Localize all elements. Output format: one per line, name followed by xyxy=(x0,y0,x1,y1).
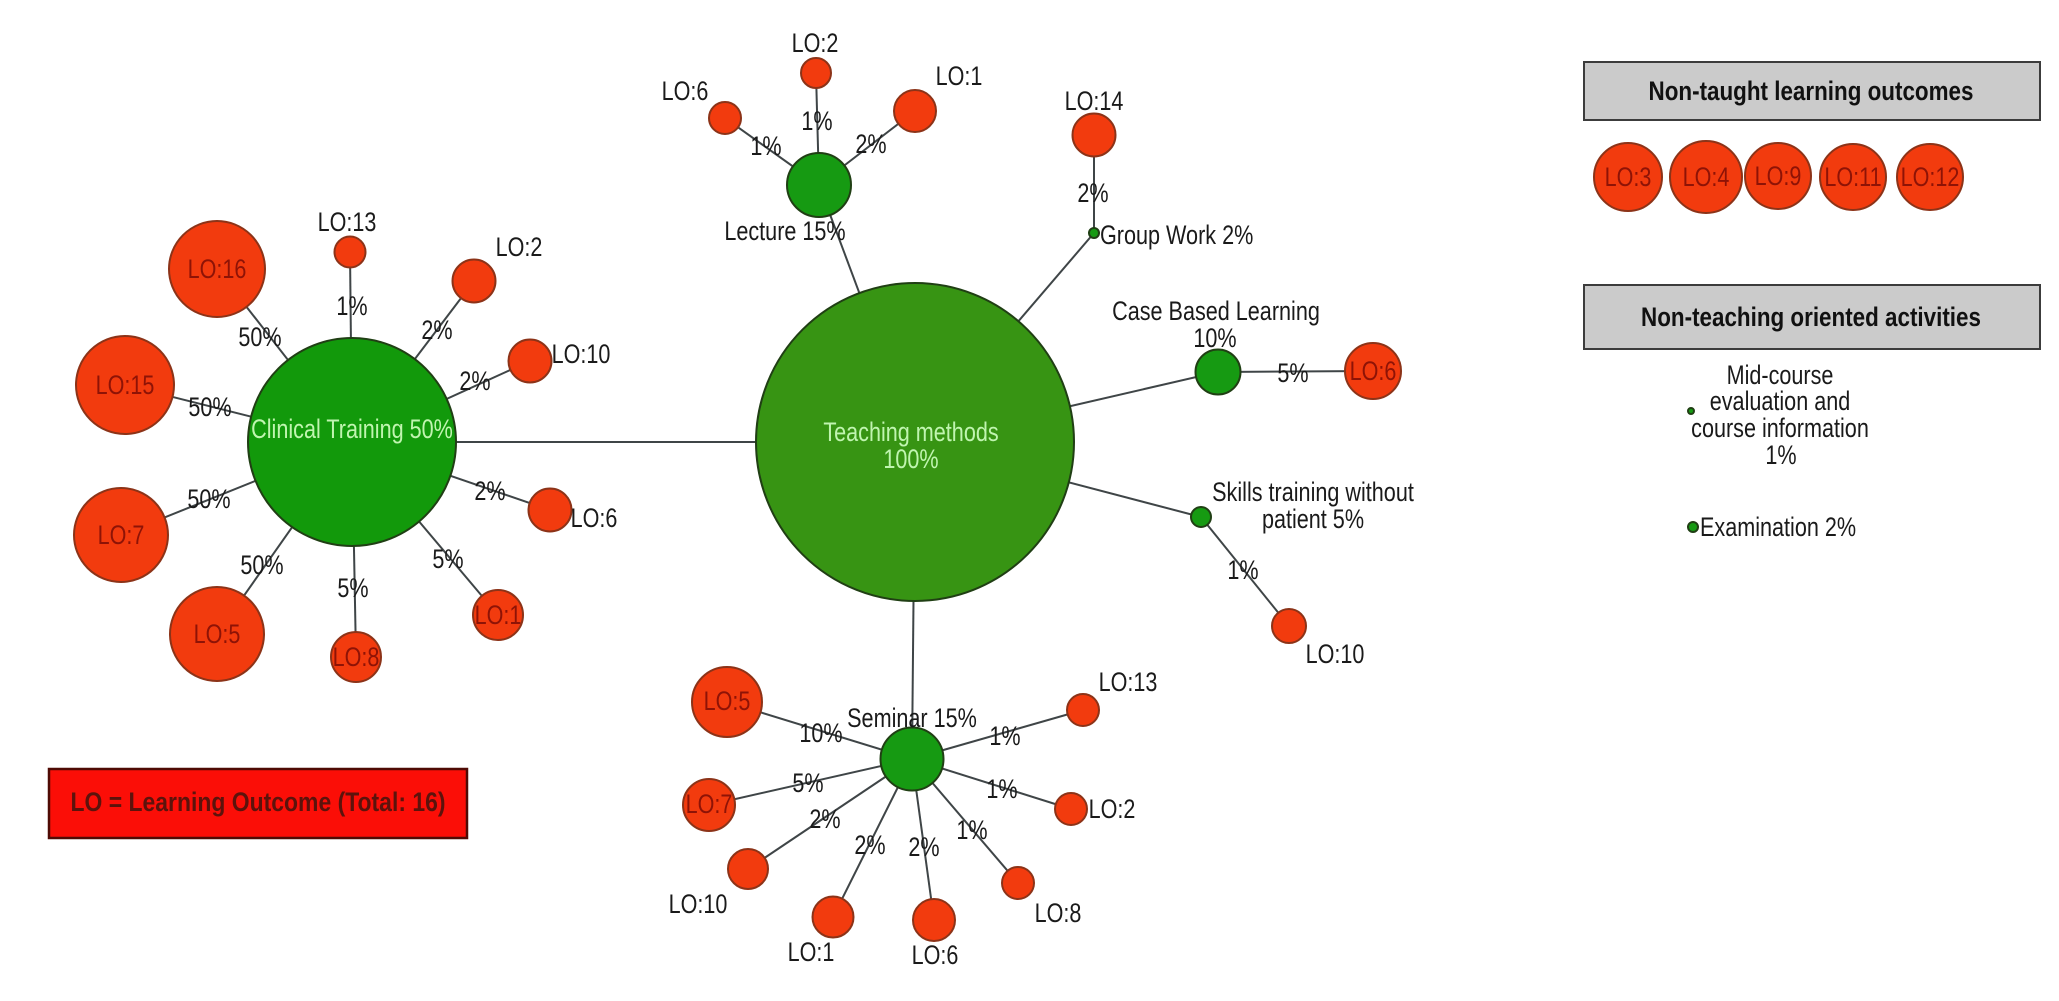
svg-text:Case Based Learning: Case Based Learning xyxy=(1112,296,1320,326)
svg-text:5%: 5% xyxy=(1277,358,1308,388)
svg-text:50%: 50% xyxy=(187,484,230,514)
svg-text:2%: 2% xyxy=(809,804,840,834)
svg-text:LO:16: LO:16 xyxy=(188,254,247,284)
svg-text:2%: 2% xyxy=(854,830,885,860)
svg-text:LO:4: LO:4 xyxy=(1683,162,1730,192)
svg-text:Examination 2%: Examination 2% xyxy=(1700,512,1856,542)
svg-text:LO:2: LO:2 xyxy=(496,232,543,262)
svg-text:LO:11: LO:11 xyxy=(1824,162,1881,192)
svg-text:LO:15: LO:15 xyxy=(96,370,155,400)
svg-text:LO:6: LO:6 xyxy=(662,76,709,106)
svg-text:Teaching methods: Teaching methods xyxy=(823,417,998,447)
svg-text:5%: 5% xyxy=(792,768,823,798)
svg-text:LO:3: LO:3 xyxy=(1605,162,1652,192)
svg-text:LO:7: LO:7 xyxy=(686,789,733,819)
svg-text:LO:13: LO:13 xyxy=(318,207,377,237)
svg-text:Non-teaching oriented activiti: Non-teaching oriented activities xyxy=(1641,302,1981,332)
svg-text:LO:6: LO:6 xyxy=(1350,356,1397,386)
svg-text:LO:14: LO:14 xyxy=(1065,86,1124,116)
svg-text:1%: 1% xyxy=(336,291,367,321)
svg-text:evaluation and: evaluation and xyxy=(1710,386,1851,416)
svg-text:LO = Learning Outcome (Total:: LO = Learning Outcome (Total: 16) xyxy=(71,787,446,817)
svg-text:LO:5: LO:5 xyxy=(194,619,241,649)
svg-text:2%: 2% xyxy=(1077,178,1108,208)
svg-text:10%: 10% xyxy=(799,718,842,748)
svg-text:patient 5%: patient 5% xyxy=(1262,504,1364,534)
svg-text:2%: 2% xyxy=(459,366,490,396)
svg-text:LO:2: LO:2 xyxy=(792,28,839,58)
svg-text:course information: course information xyxy=(1691,413,1869,443)
svg-text:5%: 5% xyxy=(432,544,463,574)
svg-text:LO:2: LO:2 xyxy=(1089,794,1136,824)
svg-text:LO:10: LO:10 xyxy=(552,339,611,369)
svg-text:50%: 50% xyxy=(240,550,283,580)
svg-text:5%: 5% xyxy=(337,573,368,603)
svg-text:LO:6: LO:6 xyxy=(912,940,959,970)
svg-text:Skills training without: Skills training without xyxy=(1212,477,1414,507)
svg-text:1%: 1% xyxy=(750,131,781,161)
svg-text:LO:10: LO:10 xyxy=(1306,639,1365,669)
svg-text:LO:8: LO:8 xyxy=(333,642,380,672)
svg-text:2%: 2% xyxy=(421,315,452,345)
svg-text:LO:6: LO:6 xyxy=(571,503,618,533)
svg-text:Non-taught learning outcomes: Non-taught learning outcomes xyxy=(1649,76,1974,106)
svg-text:1%: 1% xyxy=(1765,440,1796,470)
svg-text:1%: 1% xyxy=(989,721,1020,751)
svg-text:Group Work 2%: Group Work 2% xyxy=(1100,220,1253,250)
svg-text:LO:1: LO:1 xyxy=(936,61,983,91)
svg-text:Lecture 15%: Lecture 15% xyxy=(724,216,845,246)
svg-text:10%: 10% xyxy=(1193,323,1236,353)
svg-text:LO:7: LO:7 xyxy=(98,520,145,550)
svg-text:50%: 50% xyxy=(238,322,281,352)
svg-text:1%: 1% xyxy=(986,774,1017,804)
svg-text:50%: 50% xyxy=(188,392,231,422)
svg-text:2%: 2% xyxy=(855,129,886,159)
svg-text:1%: 1% xyxy=(956,815,987,845)
svg-text:LO:10: LO:10 xyxy=(669,889,728,919)
svg-text:LO:13: LO:13 xyxy=(1099,667,1158,697)
svg-text:2%: 2% xyxy=(474,476,505,506)
svg-text:LO:12: LO:12 xyxy=(1901,162,1960,192)
svg-text:Clinical Training 50%: Clinical Training 50% xyxy=(251,414,453,444)
svg-text:1%: 1% xyxy=(1227,555,1258,585)
svg-text:LO:9: LO:9 xyxy=(1755,161,1802,191)
svg-text:LO:1: LO:1 xyxy=(475,600,522,630)
svg-text:2%: 2% xyxy=(908,832,939,862)
svg-text:Seminar 15%: Seminar 15% xyxy=(847,703,977,733)
svg-text:LO:5: LO:5 xyxy=(704,686,751,716)
svg-text:Mid-course: Mid-course xyxy=(1727,360,1834,390)
svg-text:LO:8: LO:8 xyxy=(1035,898,1082,928)
svg-text:1%: 1% xyxy=(801,106,832,136)
svg-text:LO:1: LO:1 xyxy=(788,937,835,967)
svg-text:100%: 100% xyxy=(883,444,938,474)
